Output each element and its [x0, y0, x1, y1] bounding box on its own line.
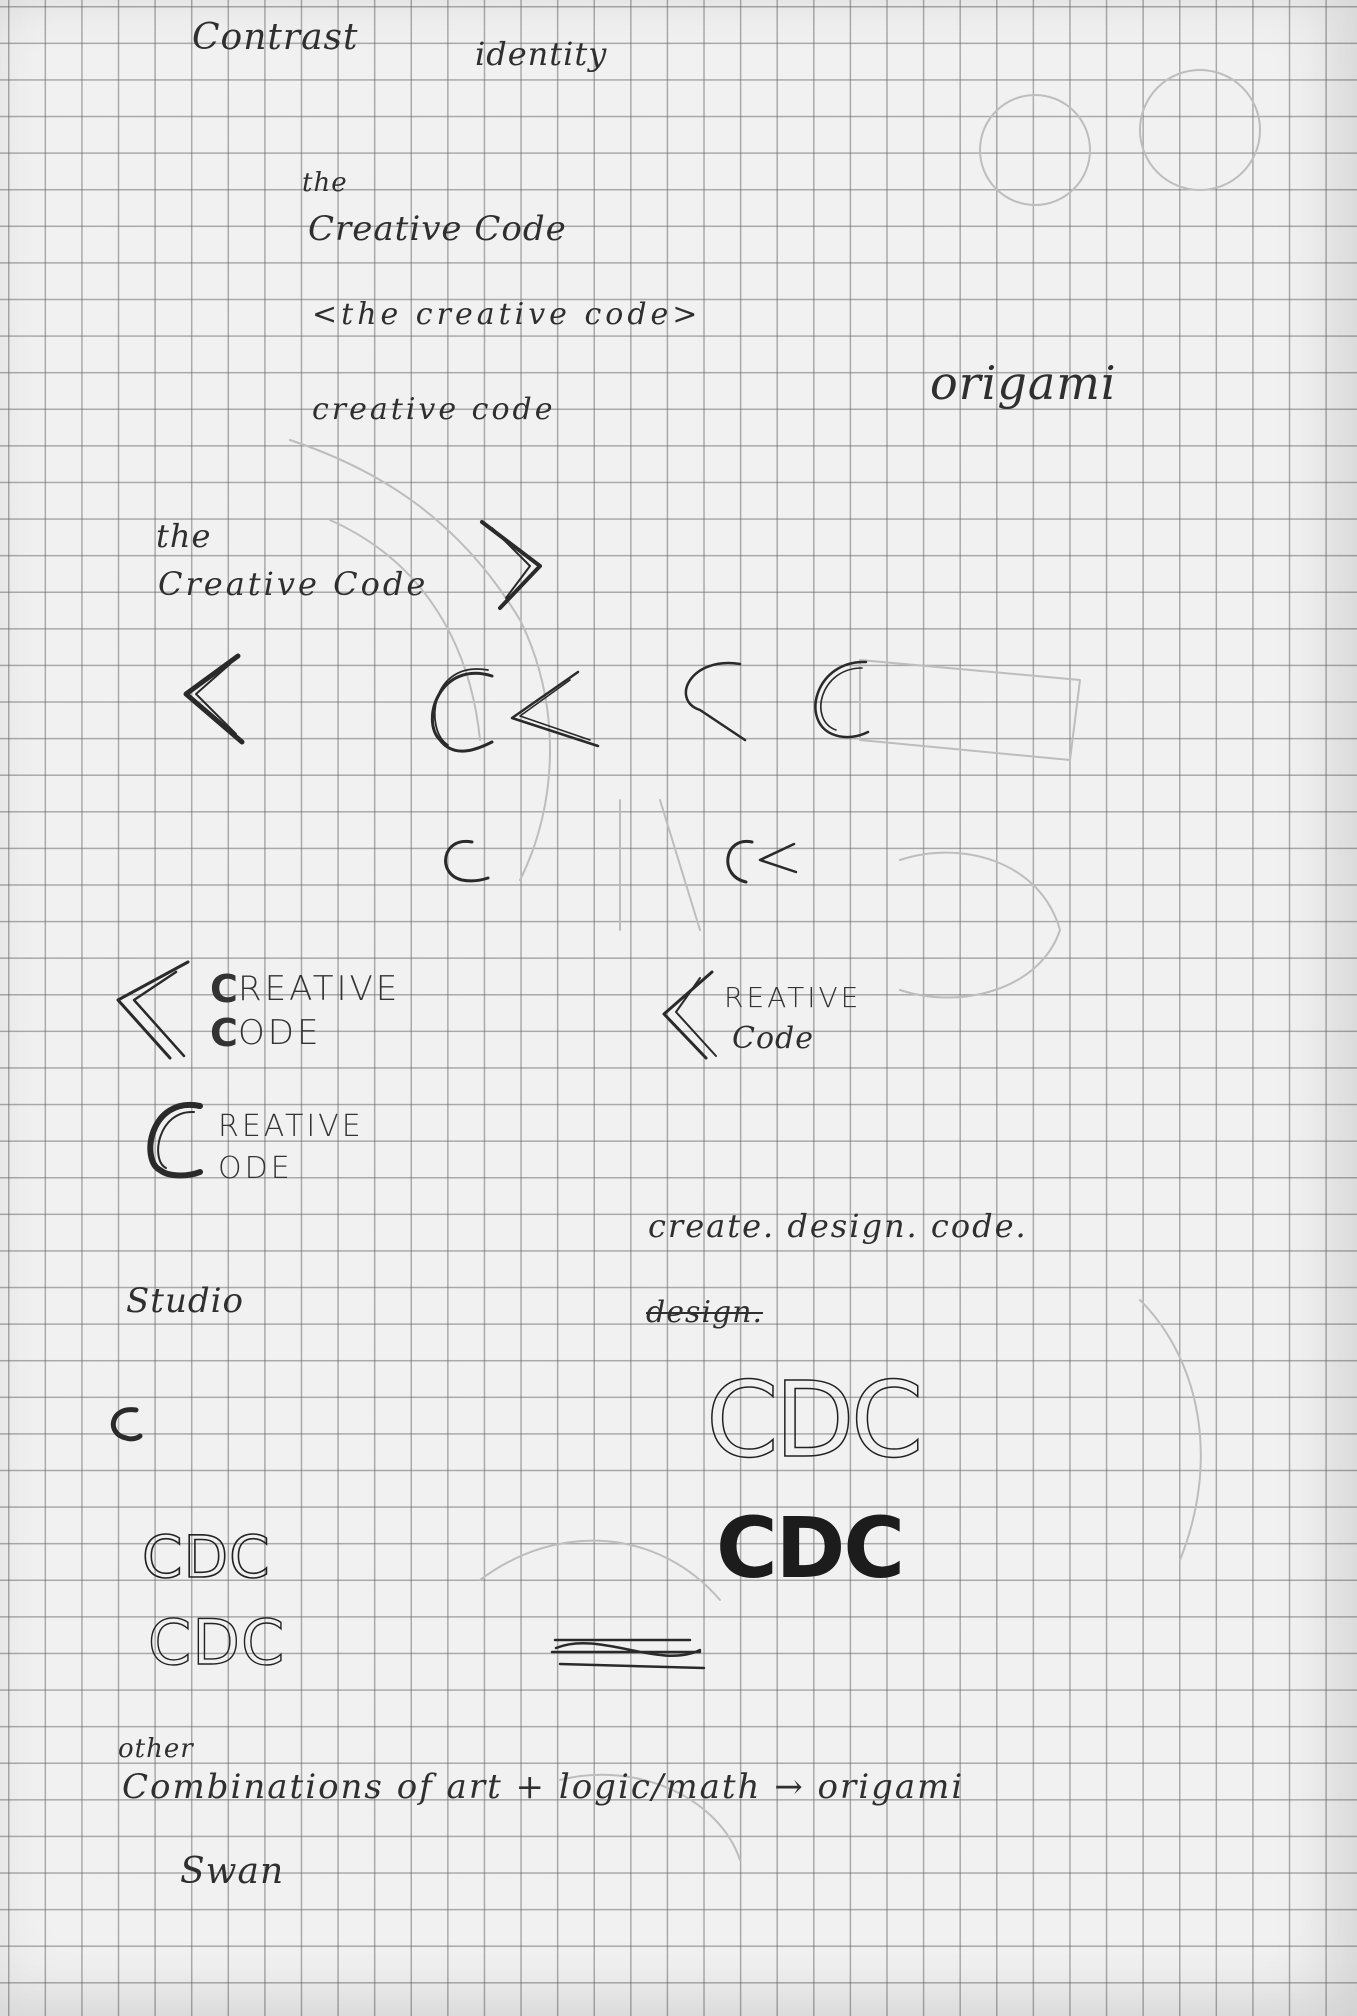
cdc-large-outline: CDC: [705, 1359, 924, 1481]
other-note: other: [118, 1734, 194, 1764]
creative-word-1: REATIVE: [238, 969, 401, 1009]
c-initial-2: C: [210, 1011, 241, 1055]
tag-creative-code-note: <the creative code>: [312, 297, 702, 332]
creative-code-note-1: Creative Code: [308, 209, 567, 249]
small-c-icon-1: [444, 839, 490, 883]
scribble-mark: [550, 1638, 706, 1670]
chevron-left-icon: [183, 653, 245, 745]
code-word-1: ODE: [238, 1013, 322, 1053]
studio-note: Studio: [126, 1281, 244, 1321]
code-word-3: ODE: [218, 1151, 293, 1186]
struck-design-note: design.: [646, 1295, 764, 1330]
origami-note-1: origami: [930, 356, 1117, 410]
c-arc-icon-2: [814, 660, 870, 739]
c-letter-icon: [430, 672, 494, 753]
tagline-note: create. design. code.: [648, 1207, 1028, 1245]
c-initial-1: C: [210, 967, 241, 1011]
the-note-2: the: [156, 517, 212, 555]
cdc-large-solid: CDC: [716, 1499, 905, 1597]
swan-note: Swan: [180, 1851, 285, 1892]
cdc-small-2: CDC: [147, 1606, 286, 1679]
code-word-2: Code: [732, 1021, 814, 1056]
big-c-icon: [147, 1101, 203, 1179]
creative-word-2: REATIVE: [724, 981, 862, 1014]
chevron-left-icon-2: [510, 670, 600, 748]
identity-note: identity: [475, 35, 608, 73]
chevron-left-icon-3: [116, 960, 190, 1060]
contrast-note: Contrast: [192, 17, 359, 58]
c-arc-icon-1: [684, 661, 747, 742]
creative-word-3: REATIVE: [218, 1109, 364, 1144]
chevron-right-icon: [480, 520, 542, 610]
the-note-1: the: [302, 168, 348, 198]
small-c-chevron-icon: [726, 840, 754, 884]
cdc-small-1: CDC: [141, 1523, 271, 1591]
small-c-icon-2: [110, 1407, 143, 1442]
creative-code-note-2: creative code: [312, 392, 556, 427]
combinations-note: Combinations of art + logic/math → origa…: [122, 1767, 965, 1807]
creative-code-note-3: Creative Code: [158, 565, 429, 603]
chevron-left-icon-4: [662, 970, 714, 1060]
